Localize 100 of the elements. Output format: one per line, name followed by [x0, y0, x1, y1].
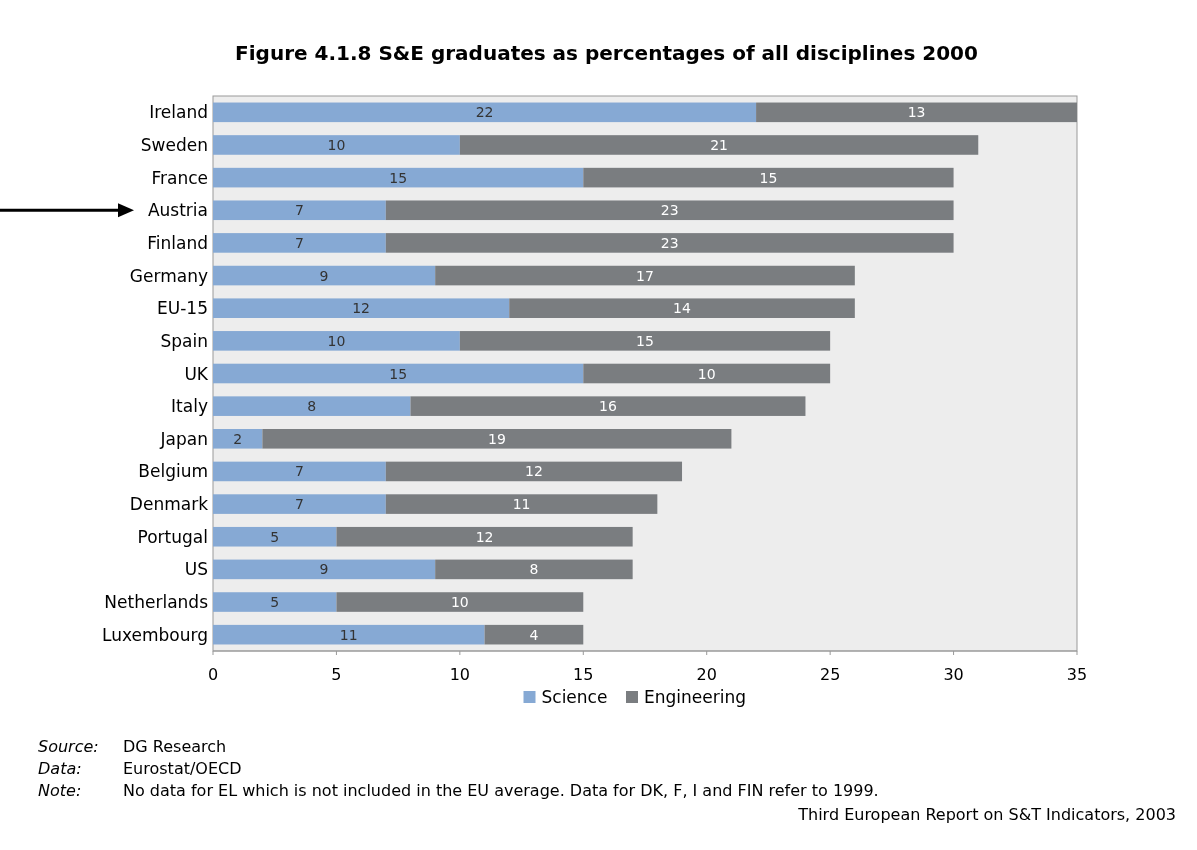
data-label: 19: [487, 430, 506, 447]
y-tick-label: EU-15: [157, 298, 208, 319]
bar: [336, 526, 633, 547]
bar: [213, 200, 386, 221]
bar: [213, 592, 337, 612]
x-tick-label: 25: [819, 665, 841, 684]
x-tick-label: 20: [696, 665, 717, 684]
bar: [213, 396, 411, 416]
y-tick-label: Ireland: [149, 102, 208, 123]
y-tick-label: Luxembourg: [102, 624, 208, 645]
bar: [213, 265, 436, 286]
bar: [385, 200, 954, 221]
data-label: 8: [307, 398, 317, 415]
data-label: 21: [710, 136, 728, 153]
x-tick-label: 15: [573, 665, 594, 684]
y-tick-label: Italy: [171, 396, 208, 417]
data-label: 23: [660, 202, 679, 219]
data-label: 12: [352, 300, 371, 317]
bar: [410, 396, 806, 416]
bar: [213, 461, 386, 482]
text: Data: Eurostat/OECD: [38, 759, 242, 778]
bar: [484, 624, 584, 645]
data-label: 7: [294, 202, 304, 219]
data-label: 9: [319, 561, 329, 578]
bar: [213, 167, 584, 188]
bar: [213, 559, 436, 580]
chart-title: Figure 4.1.8 S&E graduates as percentages of all disciplines 2000: [235, 41, 978, 65]
data-label: 22: [475, 104, 494, 121]
y-tick-label: Denmark: [129, 494, 209, 515]
bar: [435, 265, 855, 286]
x-tick-label: 30: [943, 665, 964, 684]
data-label: 5: [270, 528, 280, 545]
legend-label: Engineering: [644, 687, 746, 707]
bar: [213, 526, 337, 547]
y-tick-label: Netherlands: [104, 592, 209, 613]
y-tick-label: Sweden: [140, 134, 208, 155]
data-label: 8: [529, 561, 539, 578]
bar: [336, 592, 584, 612]
text: Third European Report on S&T Indicators, 2003: [797, 805, 1176, 824]
data-label: 13: [907, 104, 926, 121]
data-label: 12: [525, 463, 543, 480]
y-tick-label: Portugal: [137, 526, 208, 547]
data-label: 11: [512, 496, 531, 513]
data-label: 17: [636, 267, 654, 284]
data-label: 10: [327, 332, 346, 349]
data-label: 15: [759, 169, 778, 186]
text: Source: DG Research: [38, 737, 227, 756]
text: Note: No data for EL which is not included in the EU average. Data for DK, F, I and FIN refer to 1999.: [38, 781, 879, 800]
data-label: 14: [673, 300, 692, 317]
data-label: 15: [636, 332, 654, 349]
legend-label: Science: [541, 687, 608, 707]
bar: [213, 135, 460, 155]
bar: [213, 233, 386, 253]
data-label: 2: [233, 430, 243, 447]
bar: [385, 233, 954, 253]
y-tick-label: Spain: [160, 330, 208, 351]
bar: [459, 135, 979, 155]
y-tick-label: Japan: [159, 428, 208, 449]
data-label: 7: [294, 496, 304, 513]
bar: [385, 494, 658, 514]
data-label: 15: [389, 365, 408, 382]
bar: [756, 102, 1077, 123]
data-label: 10: [327, 136, 346, 153]
bar: [213, 298, 510, 318]
data-label: 9: [319, 267, 329, 284]
bar: [213, 102, 757, 123]
y-tick-label: Austria: [147, 200, 208, 221]
bar: [509, 298, 855, 318]
y-tick-label: UK: [184, 363, 209, 384]
y-tick-label: US: [184, 559, 208, 580]
x-tick-label: 0: [207, 665, 219, 684]
data-label: 4: [529, 626, 539, 643]
bar: [459, 331, 831, 351]
bar: [213, 429, 263, 449]
bar: [435, 559, 633, 580]
y-tick-label: France: [151, 167, 208, 188]
data-label: 11: [339, 626, 358, 643]
y-tick-label: Finland: [147, 232, 208, 253]
bar: [213, 624, 485, 645]
data-label: 10: [697, 365, 716, 382]
data-label: 15: [389, 169, 408, 186]
data-label: 16: [599, 398, 617, 415]
y-tick-label: Belgium: [138, 461, 208, 482]
data-label: 10: [450, 594, 469, 611]
data-label: 12: [475, 528, 494, 545]
bar: [262, 429, 732, 449]
data-label: 7: [294, 463, 304, 480]
bar: [583, 167, 954, 188]
x-tick-label: 5: [331, 665, 342, 684]
bar: [385, 461, 683, 482]
bar: [583, 363, 831, 384]
bar: [213, 363, 584, 384]
y-tick-label: Germany: [129, 265, 208, 286]
bar: [213, 494, 386, 514]
x-tick-label: 35: [1066, 665, 1088, 684]
data-label: 5: [270, 594, 280, 611]
data-label: 23: [660, 234, 679, 251]
bar: [213, 331, 460, 351]
x-tick-label: 10: [449, 665, 471, 684]
data-label: 7: [294, 234, 304, 251]
